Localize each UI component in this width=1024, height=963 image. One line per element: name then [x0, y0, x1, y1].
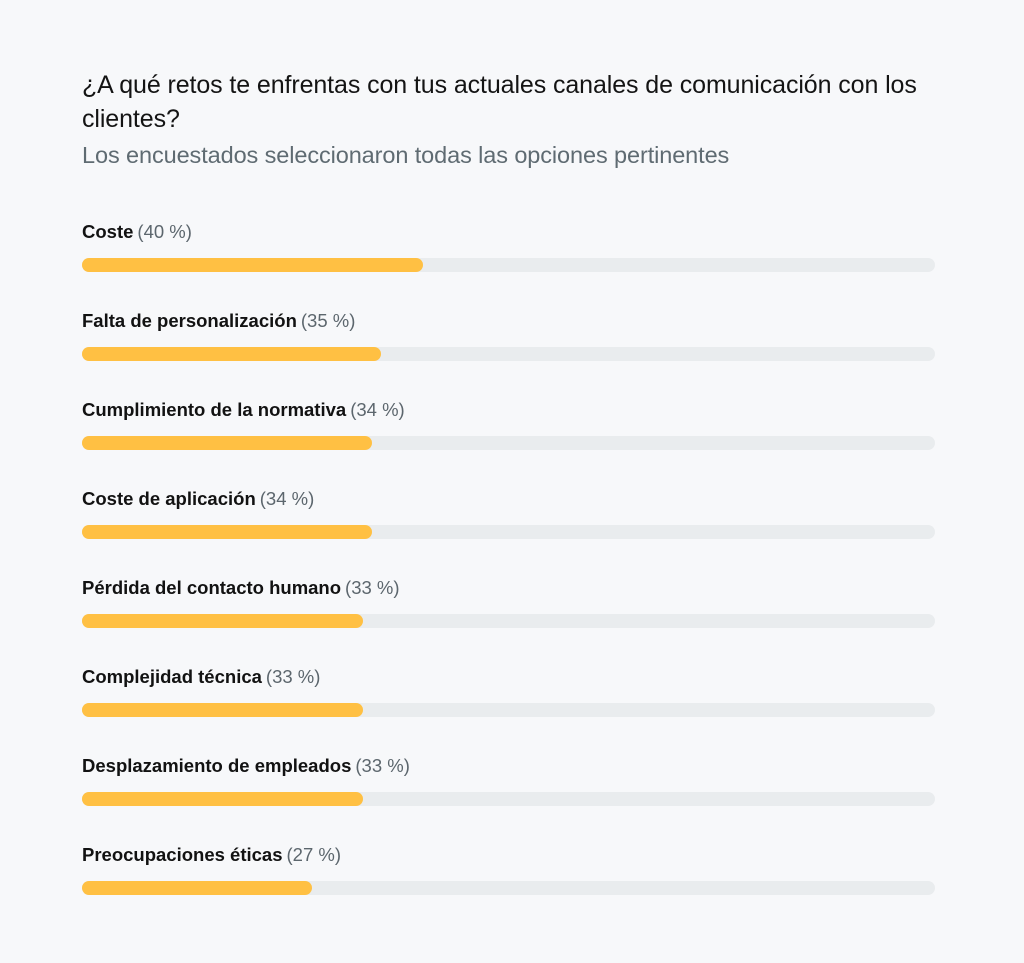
- bar-row: Cumplimiento de la normativa (34 %): [82, 398, 935, 462]
- bar: [82, 436, 372, 450]
- value-label: (40 %): [137, 221, 192, 242]
- category-label: Coste de aplicación: [82, 488, 256, 509]
- chart-subtitle: Los encuestados seleccionaron todas las …: [82, 142, 730, 168]
- category-label: Falta de personalización: [82, 310, 297, 331]
- bar: [82, 614, 363, 628]
- value-label: (27 %): [286, 844, 342, 865]
- chart-card: ¿A qué retos te enfrentas con tus actual…: [82, 68, 935, 895]
- bar-label: Pérdida del contacto humano (33 %): [82, 576, 400, 600]
- bar-track: [82, 347, 935, 361]
- bar-row: Preocupaciones éticas (27 %): [82, 843, 935, 907]
- bar-label: Coste de aplicación (34 %): [82, 487, 314, 511]
- bar-row: Coste (40 %): [82, 220, 935, 284]
- bar: [82, 525, 372, 539]
- bar-label: Desplazamiento de empleados (33 %): [82, 754, 410, 778]
- bar-row: Pérdida del contacto humano (33 %): [82, 576, 935, 640]
- bar-label: Cumplimiento de la normativa (34 %): [82, 398, 405, 422]
- value-label: (33 %): [265, 666, 321, 687]
- category-label: Complejidad técnica: [82, 666, 262, 687]
- bar-track: [82, 881, 935, 895]
- bar: [82, 258, 423, 272]
- value-label: (34 %): [350, 399, 405, 420]
- category-label: Desplazamiento de empleados: [82, 755, 352, 776]
- bar-track: [82, 258, 935, 272]
- category-label: Coste: [82, 221, 134, 242]
- bar-row: Falta de personalización (35 %): [82, 309, 935, 373]
- bar-track: [82, 614, 935, 628]
- bar: [82, 881, 312, 895]
- bar-label: Preocupaciones éticas (27 %): [82, 843, 341, 867]
- category-label: Pérdida del contacto humano: [82, 577, 342, 598]
- category-label: Preocupaciones éticas: [82, 844, 283, 865]
- bar-row: Coste de aplicación (34 %): [82, 487, 935, 551]
- bar-label: Falta de personalización (35 %): [82, 309, 355, 333]
- category-label: Cumplimiento de la normativa: [82, 399, 347, 420]
- bar: [82, 792, 363, 806]
- bar-track: [82, 525, 935, 539]
- bar-label: Complejidad técnica (33 %): [82, 665, 320, 689]
- value-label: (33 %): [345, 577, 400, 598]
- value-label: (35 %): [300, 310, 356, 331]
- bar-label: Coste (40 %): [82, 220, 192, 244]
- bar: [82, 703, 363, 717]
- value-label: (33 %): [355, 755, 410, 776]
- bar-track: [82, 436, 935, 450]
- bar-row: Complejidad técnica (33 %): [82, 665, 935, 729]
- value-label: (34 %): [259, 488, 315, 509]
- bar-track: [82, 792, 935, 806]
- chart-title: ¿A qué retos te enfrentas con tus actual…: [82, 71, 917, 133]
- bar-row: Desplazamiento de empleados (33 %): [82, 754, 935, 818]
- bar: [82, 347, 381, 361]
- bar-track: [82, 703, 935, 717]
